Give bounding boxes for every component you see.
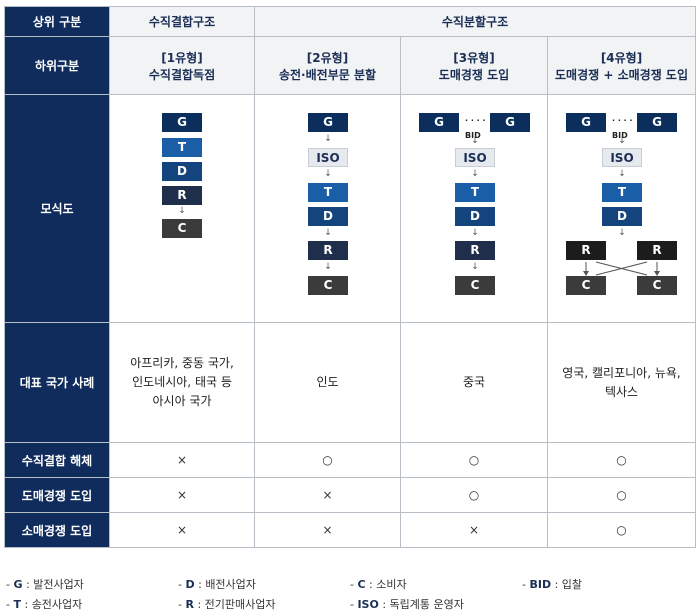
- consumer-box: C: [455, 275, 495, 295]
- consumer-box-right: C: [637, 275, 677, 295]
- distribution-box: D: [602, 206, 642, 226]
- wholesale-row-label: 도매경쟁 도입: [4, 477, 110, 513]
- type-3-diagram: G · · · · BID G ↓ ISO ↓ T D ↓ R ↓ C: [400, 94, 548, 323]
- unbundling-row-label: 수직결합 해체: [4, 442, 110, 478]
- type-1-header: [1유형] 수직결합독점: [109, 36, 255, 95]
- arrow-down-icon: ↓: [324, 168, 332, 179]
- consumer-box: C: [308, 275, 348, 295]
- type-2-diagram: G ↓ ISO ↓ T D ↓ R ↓ C: [254, 94, 401, 323]
- type-3-header: [3유형] 도매경쟁 도입: [400, 36, 548, 95]
- cross-arrows-icon: [583, 261, 660, 276]
- arrow-down-icon: ↓: [178, 205, 186, 216]
- unbundling-type-2: ○: [254, 442, 401, 478]
- arrow-down-icon: ↓: [471, 261, 479, 272]
- wholesale-type-2: ×: [254, 477, 401, 513]
- bid-label: BID: [612, 125, 628, 145]
- arrow-down-icon: ↓: [618, 135, 626, 146]
- arrow-down-icon: ↓: [618, 168, 626, 179]
- wholesale-type-4: ○: [546, 477, 697, 513]
- arrow-down-icon: ↓: [471, 135, 479, 146]
- legend-item-g: - G : 발전사업자: [6, 578, 84, 591]
- retail-type-1: ×: [109, 512, 255, 548]
- retail-type-4: ○: [546, 512, 697, 548]
- unbundling-type-3: ○: [400, 442, 548, 478]
- arrow-down-icon: ↓: [324, 133, 332, 144]
- vertical-separation-header: 수직분할구조: [253, 6, 697, 37]
- legend-item-d: - D : 배전사업자: [178, 578, 256, 591]
- retailer-box-left: R: [566, 240, 606, 260]
- legend-item-r: - R : 전기판매사업자: [178, 598, 276, 611]
- diagram-row-label: 모식도: [4, 94, 110, 323]
- generator-box-left: G: [419, 112, 459, 132]
- bid-dots: · · · ·: [612, 110, 633, 130]
- legend-item-t: - T : 송전사업자: [6, 598, 83, 611]
- generator-box-right: G: [637, 112, 677, 132]
- iso-box: ISO: [602, 147, 642, 167]
- unbundling-type-1: ×: [109, 442, 255, 478]
- generator-box: G: [162, 112, 202, 132]
- type-4-examples: 영국, 캘리포니아, 뉴욕, 텍사스: [546, 322, 697, 443]
- transmission-box: T: [455, 182, 495, 202]
- transmission-box: T: [602, 182, 642, 202]
- unbundling-type-4: ○: [546, 442, 697, 478]
- wholesale-type-3: ○: [400, 477, 548, 513]
- transmission-box: T: [308, 182, 348, 202]
- arrow-down-icon: ↓: [324, 261, 332, 272]
- retailer-box: R: [308, 240, 348, 260]
- arrow-down-icon: ↓: [618, 227, 626, 238]
- iso-box: ISO: [455, 147, 495, 167]
- vertical-integration-header: 수직결합구조: [109, 6, 255, 37]
- retailer-box: R: [455, 240, 495, 260]
- distribution-box: D: [162, 161, 202, 181]
- bid-label: BID: [465, 125, 481, 145]
- type-1-diagram: G T D R ↓ C: [109, 94, 255, 323]
- distribution-box: D: [308, 206, 348, 226]
- arrow-down-icon: ↓: [471, 168, 479, 179]
- legend-item-bid: - BID : 입찰: [522, 578, 583, 591]
- retail-row-label: 소매경쟁 도입: [4, 512, 110, 548]
- type-3-examples: 중국: [400, 322, 548, 443]
- retail-type-3: ×: [400, 512, 548, 548]
- bid-dots: · · · ·: [465, 110, 486, 130]
- iso-box: ISO: [308, 147, 348, 167]
- retailer-box-right: R: [637, 240, 677, 260]
- type-2-examples: 인도: [254, 322, 401, 443]
- examples-row-label: 대표 국가 사례: [4, 322, 110, 443]
- legend-item-c: - C : 소비자: [350, 578, 407, 591]
- arrow-down-icon: ↓: [324, 227, 332, 238]
- generator-box: G: [308, 112, 348, 132]
- distribution-box: D: [455, 206, 495, 226]
- type-2-header: [2유형] 송전·배전부문 분할: [254, 36, 401, 95]
- top-category-header: 상위 구분: [4, 6, 110, 37]
- market-structure-table: 상위 구분 수직결합구조 수직분할구조 하위구분 [1유형] 수직결합독점 [2유…: [4, 6, 697, 548]
- type-4-header: [4유형] 도매경쟁 + 소매경쟁 도입: [546, 36, 697, 95]
- retailer-box: R: [162, 185, 202, 205]
- type-1-examples: 아프리카, 중동 국가, 인도네시아, 태국 등 아시아 국가: [109, 322, 255, 443]
- legend-item-iso: - ISO : 독립계통 운영자: [350, 598, 464, 611]
- consumer-box-left: C: [566, 275, 606, 295]
- retail-type-2: ×: [254, 512, 401, 548]
- type-4-diagram: G · · · · BID G ↓ ISO ↓ T D ↓ R R: [546, 94, 697, 323]
- generator-box-right: G: [490, 112, 530, 132]
- consumer-box: C: [162, 218, 202, 238]
- wholesale-type-1: ×: [109, 477, 255, 513]
- sub-category-header: 하위구분: [4, 36, 110, 95]
- transmission-box: T: [162, 137, 202, 157]
- arrow-down-icon: ↓: [471, 227, 479, 238]
- generator-box-left: G: [566, 112, 606, 132]
